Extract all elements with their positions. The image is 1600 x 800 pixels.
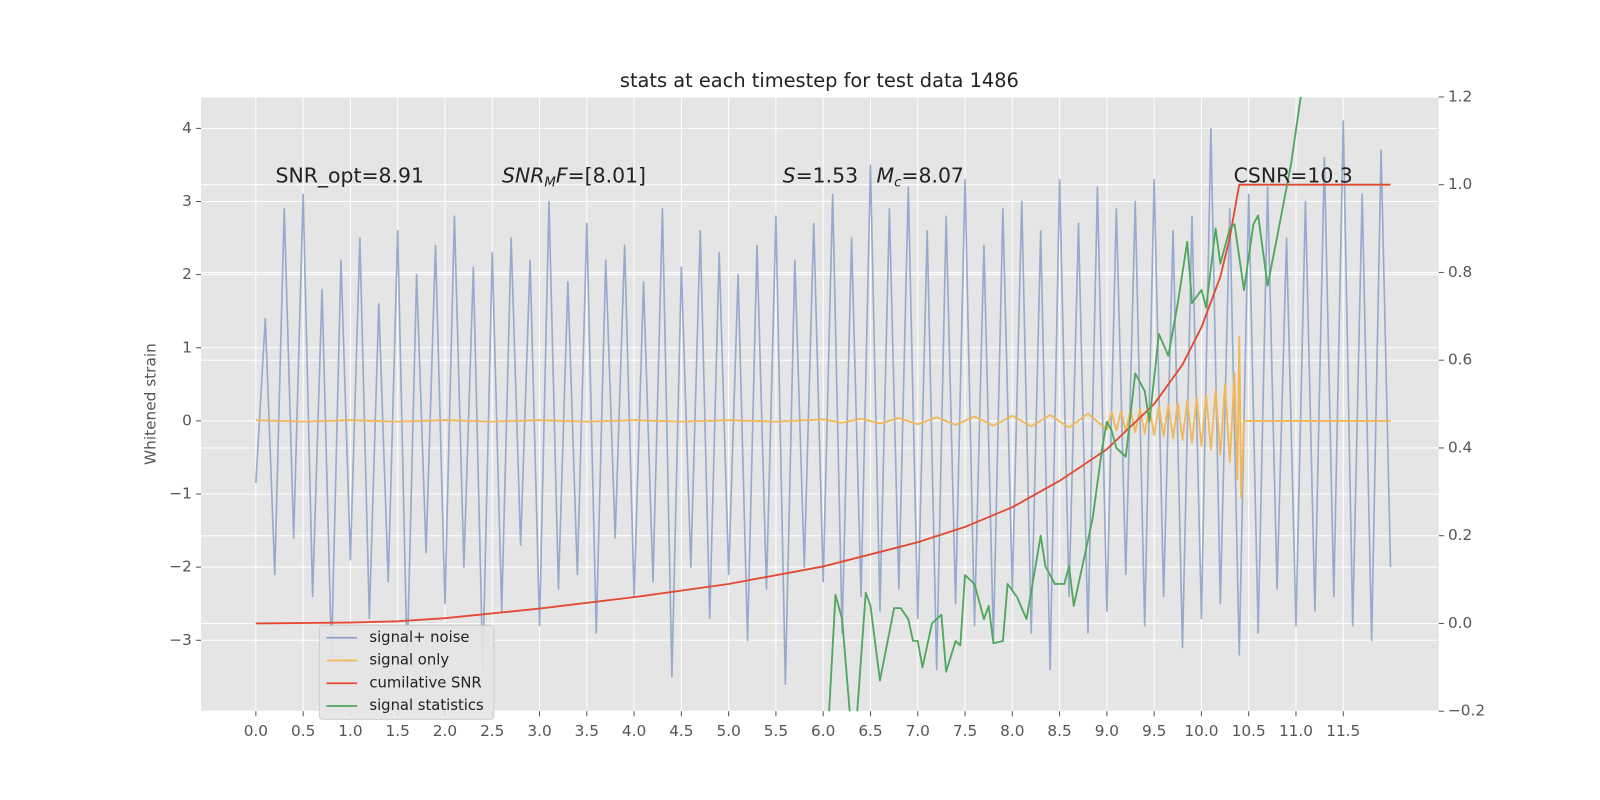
annotation-part: SNR [502, 164, 544, 188]
x-tick-label: 3.0 [527, 722, 551, 740]
series-line [255, 120, 1392, 685]
y2-tick-label: 0.0 [1448, 614, 1472, 632]
x-tick-label: 5.0 [716, 722, 740, 740]
annotation-part: SNR_opt=8.91 [276, 164, 424, 189]
x-tick-label: 7.0 [906, 722, 930, 740]
y2-tick-label: −0.2 [1448, 702, 1485, 720]
x-tick-label: 11.0 [1279, 722, 1313, 740]
series-line [828, 96, 1302, 712]
y2-tick-label: 0.6 [1448, 351, 1472, 369]
x-tick-label: 5.5 [764, 722, 788, 740]
x-tick-label: 0.0 [244, 722, 268, 740]
annotation-part: =1.53 [796, 164, 859, 188]
y-axis-label: Whitened strain [142, 343, 160, 465]
legend-label: cumilative SNR [369, 674, 481, 691]
chart-body: 0.0 0.5 1.0 1.5 2.0 2.5 3.0 3.5 4.0 4.5 5.0 5.5 6.0 6… [142, 69, 1486, 740]
legend-label: signal only [369, 652, 449, 669]
annotation-part: CSNR=10.3 [1234, 164, 1353, 188]
annotation: Mc=8.07 [877, 164, 964, 191]
annotation: S=1.53 [783, 164, 858, 188]
annotation-part: S [783, 164, 796, 188]
annotation-part: =8.07 [901, 164, 964, 188]
y-tick-label: −3 [169, 631, 192, 649]
x-tick-label: 9.5 [1142, 722, 1166, 740]
y-tick-label: 2 [182, 265, 192, 283]
x-tick-label: 9.0 [1095, 722, 1119, 740]
x-tick-label: 8.0 [1000, 722, 1024, 740]
y2-tick-label: 0.4 [1448, 438, 1472, 456]
y2-tick-label: 0.2 [1448, 526, 1472, 544]
x-tick-label: 4.0 [622, 722, 646, 740]
x-tick-label: 7.5 [953, 722, 977, 740]
x-tick-label: 1.0 [338, 722, 362, 740]
x-tick-label: 8.5 [1047, 722, 1071, 740]
y-tick-label: −2 [169, 558, 192, 576]
annotation-part: =[8.01] [568, 164, 646, 188]
annotation: CSNR=10.3 [1234, 164, 1353, 188]
x-tick-label: 1.5 [386, 722, 410, 740]
y-tick-label: 1 [182, 338, 192, 356]
x-tick-label: 3.5 [575, 722, 599, 740]
annotation: SNR_opt=8.91 [276, 164, 424, 189]
y-tick-label: 0 [182, 411, 192, 429]
x-tick-label: 0.5 [291, 722, 315, 740]
x-tick-label: 2.0 [433, 722, 457, 740]
chart-title: stats at each timestep for test data 148… [620, 69, 1019, 92]
grid [201, 96, 1439, 712]
annotation-part: M [544, 176, 556, 191]
x-tick-label: 4.5 [669, 722, 693, 740]
x-tick-label: 10.0 [1184, 722, 1218, 740]
legend-box [318, 624, 495, 720]
y-tick-label: −1 [169, 485, 192, 503]
legend-label: signal statistics [369, 697, 483, 714]
x-tick-label: 2.5 [480, 722, 504, 740]
y-tick-label: 3 [182, 192, 192, 210]
x-tick-label: 10.5 [1232, 722, 1266, 740]
y2-tick-label: 1.2 [1448, 87, 1472, 105]
x-tick-label: 6.5 [858, 722, 882, 740]
y2-tick-label: 0.8 [1448, 263, 1472, 281]
annotation-part: F [556, 164, 568, 188]
annotation: SNRMF=[8.01] [502, 164, 646, 191]
x-tick-label: 6.0 [811, 722, 835, 740]
plot-lines [255, 96, 1392, 712]
y-tick-label: 4 [182, 119, 192, 137]
series-line [255, 183, 1391, 625]
x-tick-label: 11.5 [1326, 722, 1360, 740]
y2-tick-label: 1.0 [1448, 175, 1472, 193]
annotation-part: c [894, 176, 902, 191]
legend-label: signal+ noise [369, 629, 469, 646]
annotation-part: M [877, 164, 895, 188]
axes: 0.0 0.5 1.0 1.5 2.0 2.5 3.0 3.5 4.0 4.5 5.0 5.5 6.0 6… [169, 87, 1485, 740]
legend: signal+ noise signal only cumilative SNR si… [318, 624, 495, 720]
series-line [255, 335, 1391, 499]
